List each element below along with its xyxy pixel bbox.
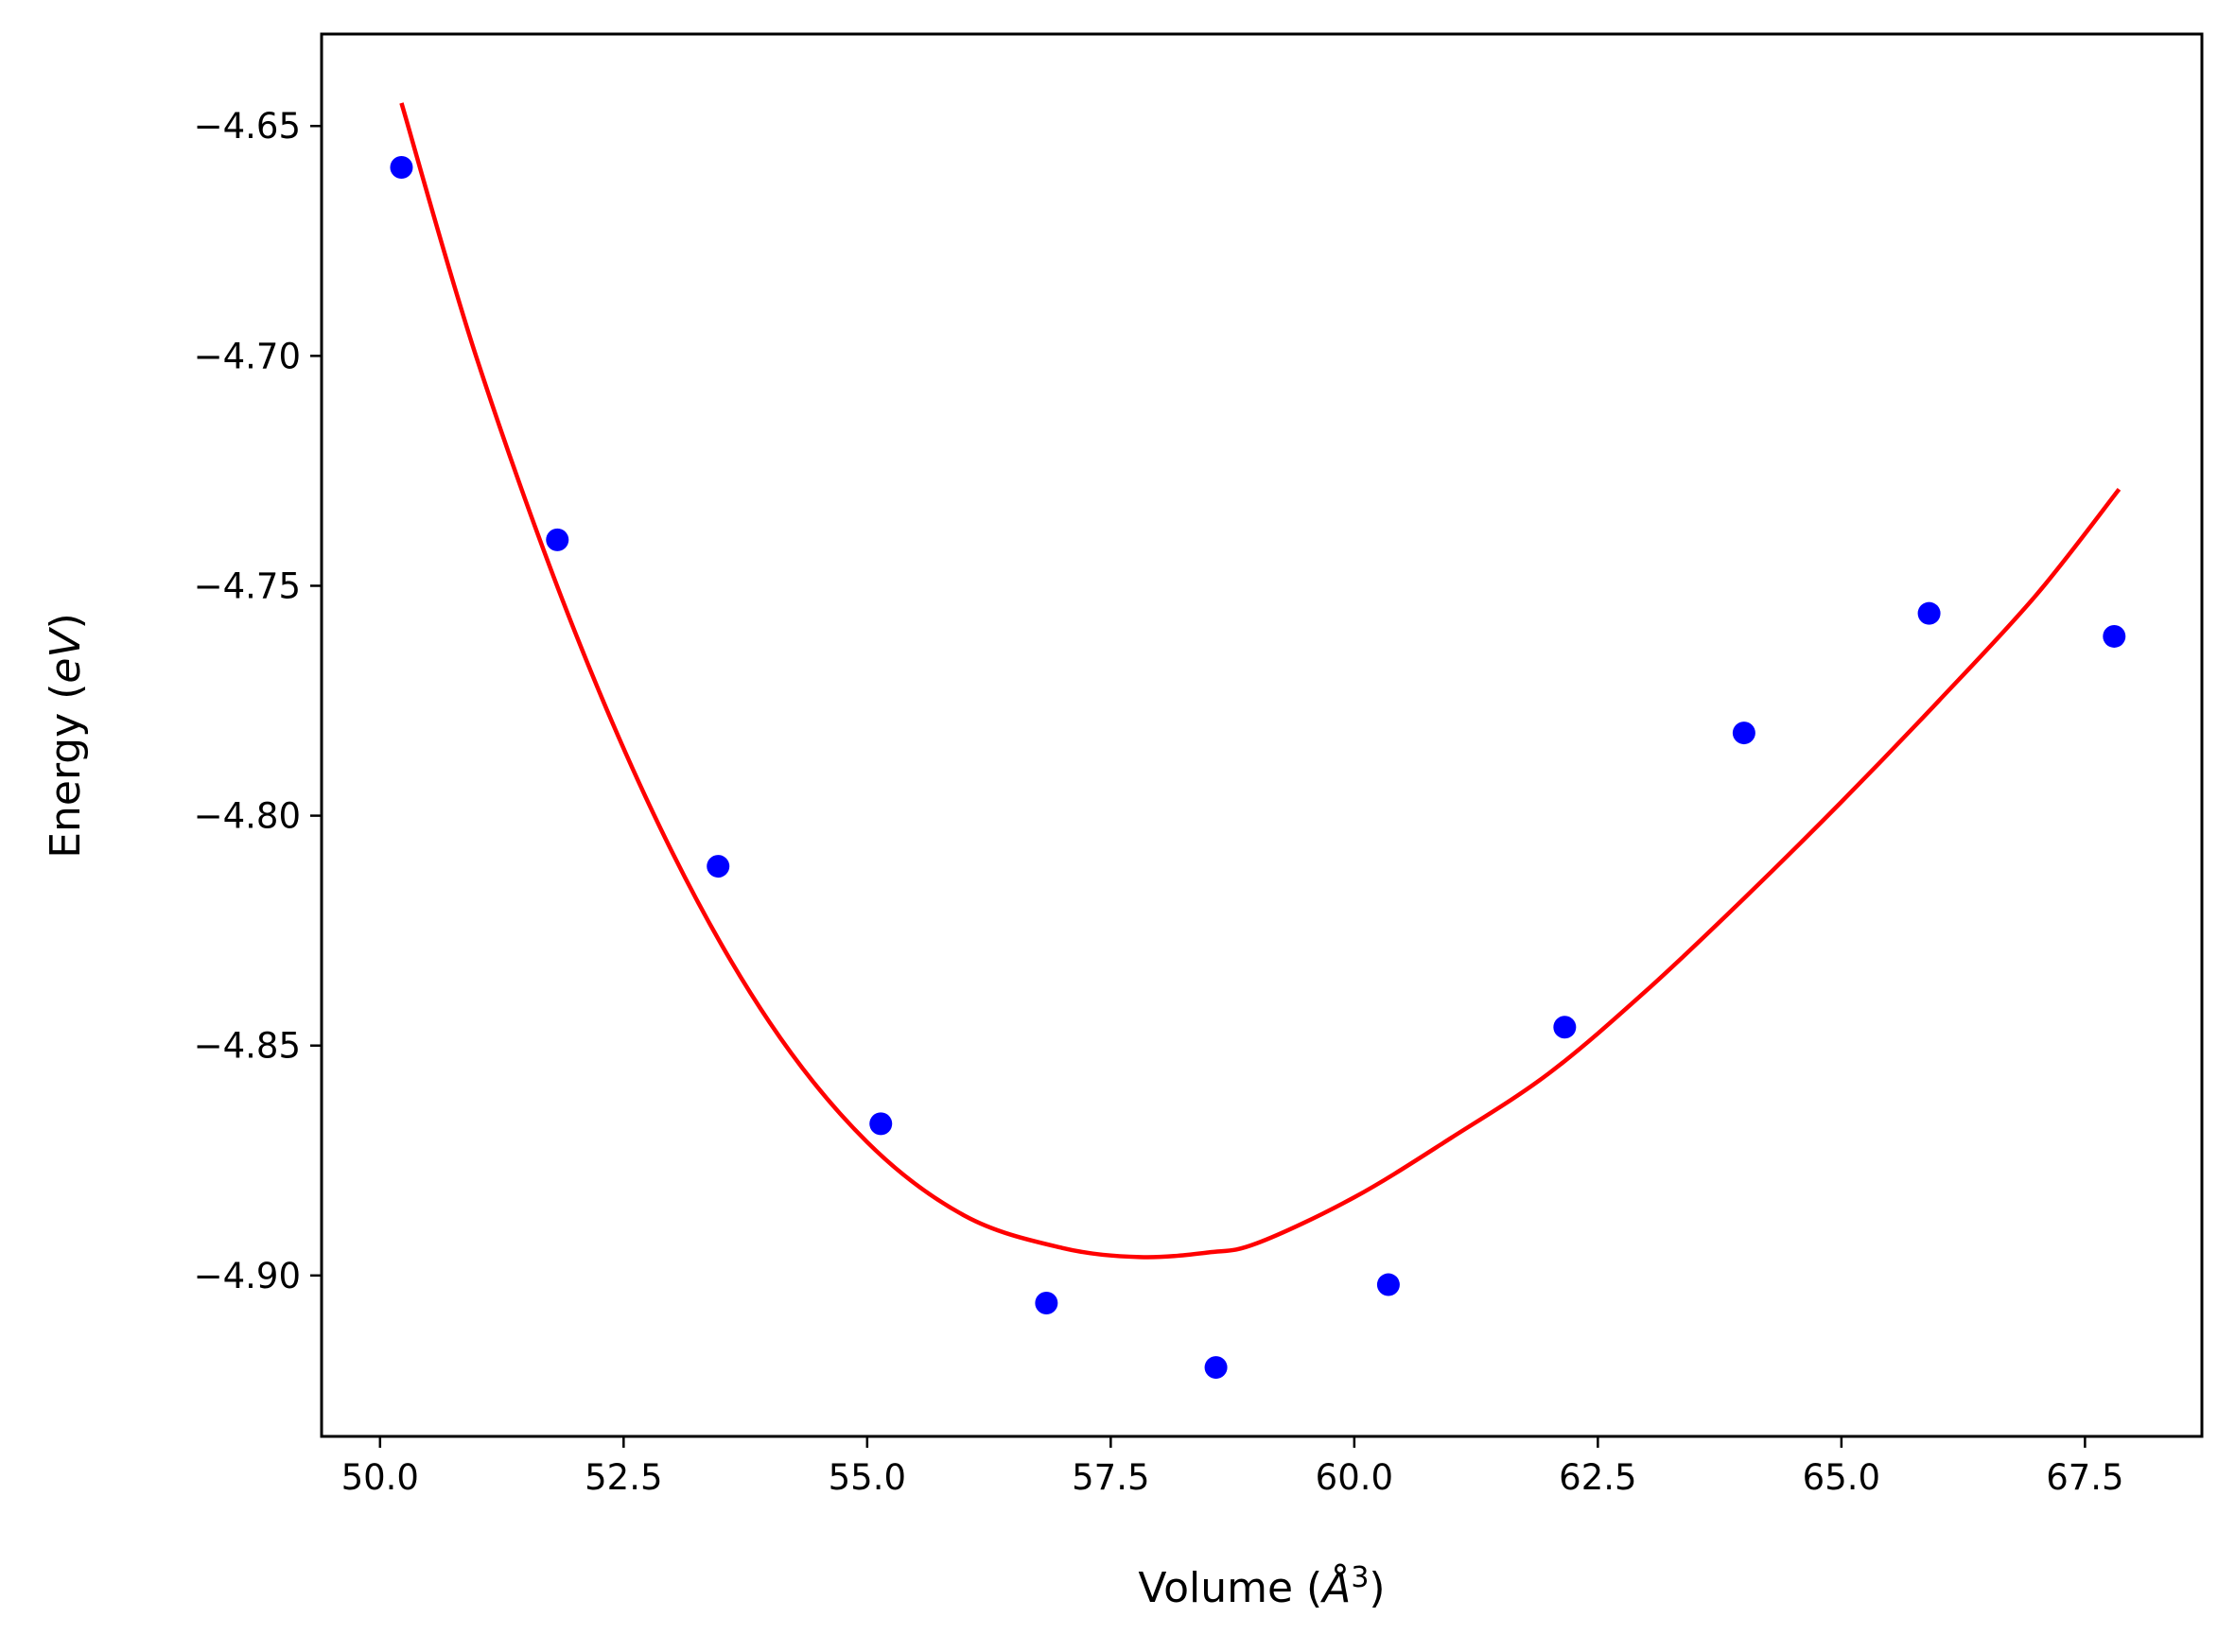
- x-tick-label: 60.0: [1316, 1457, 1393, 1498]
- plot-frame: [320, 32, 2204, 1438]
- data-point: [1553, 1016, 1577, 1039]
- data-point: [1732, 722, 1755, 745]
- x-tick-label: 50.0: [341, 1457, 419, 1498]
- data-point: [869, 1112, 893, 1136]
- plot-background: [322, 34, 2202, 1436]
- data-point: [390, 156, 413, 180]
- y-tick-label: −4.70: [194, 336, 301, 376]
- data-point: [1376, 1273, 1400, 1296]
- x-tick-label: 65.0: [1803, 1457, 1880, 1498]
- data-point: [1917, 601, 1941, 625]
- y-tick-label: −4.65: [194, 106, 301, 147]
- data-point: [1035, 1291, 1058, 1314]
- x-axis: 50.0 52.5 55.0 57.5 60.0 62.5 65.0 67.5: [341, 1436, 2124, 1498]
- y-axis: −4.65 −4.70 −4.75 −4.80 −4.85 −4.90: [194, 106, 322, 1296]
- y-tick-label: −4.85: [194, 1026, 301, 1067]
- data-point: [1204, 1356, 1228, 1380]
- data-point: [707, 855, 730, 878]
- x-tick-label: 55.0: [829, 1457, 906, 1498]
- x-axis-title: Volume (Å3): [1138, 1561, 1385, 1612]
- y-axis-title: Energy (eV): [42, 613, 90, 859]
- y-tick-label: −4.75: [194, 565, 301, 606]
- x-tick-label: 67.5: [2046, 1457, 2123, 1498]
- data-point: [546, 528, 569, 551]
- x-tick-label: 52.5: [585, 1457, 662, 1498]
- data-point: [2103, 624, 2126, 648]
- y-tick-label: −4.80: [194, 796, 301, 837]
- x-tick-label: 62.5: [1559, 1457, 1636, 1498]
- x-tick-label: 57.5: [1072, 1457, 1149, 1498]
- data-points: [390, 156, 2126, 1380]
- fit-curve: [399, 102, 2122, 1260]
- y-tick-label: −4.90: [194, 1256, 301, 1296]
